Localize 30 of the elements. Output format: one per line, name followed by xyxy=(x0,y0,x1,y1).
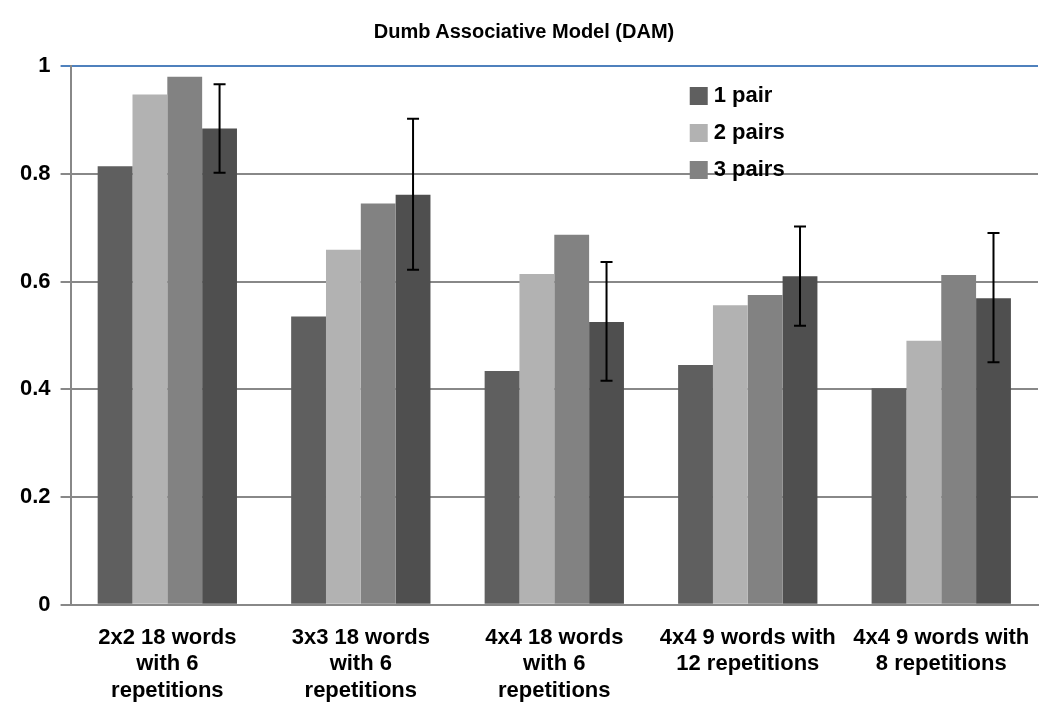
chart-title: Dumb Associative Model (DAM) xyxy=(373,19,675,42)
bar xyxy=(132,94,168,604)
y-tick-label: 0.8 xyxy=(19,159,51,185)
bar xyxy=(395,194,431,604)
y-tick-label: 0.4 xyxy=(19,375,52,401)
bar xyxy=(976,298,1011,604)
bar xyxy=(871,388,907,604)
legend-label: 1 pair xyxy=(713,82,773,108)
bar xyxy=(484,370,520,604)
x-tick-label: 2x2 18 words with 6 repetitions xyxy=(98,624,237,702)
bar xyxy=(782,276,818,604)
x-tick-label: 4x4 9 words with 12 repetitions xyxy=(659,624,836,676)
bar xyxy=(906,340,942,604)
x-tick-label: 3x3 18 words with 6 repetitions xyxy=(291,624,430,702)
bar xyxy=(325,249,361,604)
bar xyxy=(712,305,748,604)
legend-label: 2 pairs xyxy=(713,119,785,145)
bar xyxy=(678,365,713,604)
y-tick-label: 0.2 xyxy=(19,483,51,509)
y-tick-label: 1 xyxy=(38,52,51,78)
bar xyxy=(202,128,237,604)
x-tick-label: 4x4 9 words with 8 repetitions xyxy=(853,624,1030,676)
y-tick-label: 0 xyxy=(38,590,51,616)
legend-label: 3 pairs xyxy=(713,156,785,182)
y-tick-label: 0.6 xyxy=(19,267,51,293)
bar xyxy=(291,316,326,604)
bar xyxy=(97,166,133,604)
x-tick-label: 4x4 18 words with 6 repetitions xyxy=(485,624,624,702)
bar xyxy=(589,321,624,604)
bar xyxy=(519,273,555,604)
